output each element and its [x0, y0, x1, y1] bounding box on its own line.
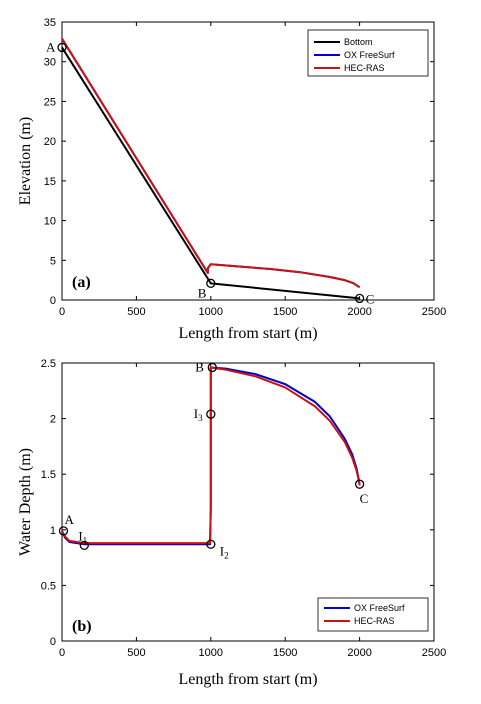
- series-lines-b: [61, 366, 361, 546]
- x-tick-label: 500: [127, 306, 145, 318]
- x-tick-label: 2000: [347, 306, 371, 318]
- series-line-bottom: [61, 46, 360, 300]
- point-label-a: A: [46, 39, 56, 54]
- point-markers-b: A I1 I2 I3 B C: [58, 359, 369, 560]
- y-tick-label: 1.5: [41, 469, 56, 481]
- panel-label-a: (a): [72, 274, 91, 291]
- point-marker-i3: [206, 409, 216, 419]
- y-axis-label-a: Elevation (m): [17, 117, 34, 205]
- legend-label-hecras-a: HEC-RAS: [344, 63, 385, 73]
- y-axis-label-b: Water Depth (m): [17, 448, 34, 556]
- y-tick-label: 5: [50, 255, 56, 267]
- point-label-i1: I1: [78, 528, 87, 545]
- legend-label-hecras-b: HEC-RAS: [354, 616, 395, 626]
- x-tick-label: 1000: [199, 306, 223, 318]
- y-tick-label: 0.5: [41, 580, 56, 592]
- y-tick-label: 15: [44, 176, 56, 188]
- legend-box-b: [317, 597, 429, 632]
- y-tick-label: 25: [44, 96, 56, 108]
- y-tick-label: 20: [44, 136, 56, 148]
- legend-label-oxfreesurf-a: OX FreeSurf: [344, 50, 395, 60]
- point-marker-a: [57, 42, 67, 53]
- x-tick-label: 2500: [422, 647, 446, 659]
- y-tick-label: 35: [44, 17, 56, 29]
- point-label-i3: I3: [194, 406, 203, 423]
- y-tick-label: 0: [50, 636, 56, 648]
- point-marker-b: [207, 362, 217, 373]
- point-label-b: B: [195, 359, 204, 374]
- point-label-c: C: [360, 491, 369, 506]
- x-tick-label: 2500: [422, 306, 446, 318]
- point-label-c: C: [366, 291, 375, 306]
- chart-panel-b: 0 500 1000 1500 2000 2500 0 0.5 1 1.5 2 2.5 A I1 I2 I…: [17, 358, 446, 688]
- point-markers-a: A B C: [46, 39, 374, 306]
- point-label-a: A: [64, 512, 74, 527]
- x-tick-labels-a: 0 500 1000 1500 2000 2500: [59, 22, 446, 318]
- plot-frame-b: [61, 362, 435, 642]
- y-tick-labels-a: 0 5 10 15 20 25 30 35: [44, 17, 434, 307]
- legend-a: Bottom OX FreeSurf HEC-RAS: [307, 29, 429, 77]
- x-axis-label-b: Length from start (m): [178, 671, 317, 688]
- y-tick-label: 30: [44, 57, 56, 69]
- legend-label-oxfreesurf-b: OX FreeSurf: [354, 603, 405, 613]
- y-tick-label: 1: [50, 525, 56, 537]
- x-tick-label: 2000: [347, 647, 371, 659]
- x-tick-label: 1500: [273, 306, 297, 318]
- legend-b: OX FreeSurf HEC-RAS: [317, 597, 429, 632]
- y-tick-label: 2.5: [41, 358, 56, 370]
- point-marker-c: [354, 479, 365, 489]
- series-line-hec-ras: [61, 38, 361, 289]
- y-tick-label: 2: [50, 414, 56, 426]
- x-tick-label: 0: [59, 306, 65, 318]
- point-marker-c: [354, 293, 365, 304]
- point-marker-a: [58, 526, 69, 536]
- point-label-b: B: [198, 285, 207, 300]
- y-tick-label: 0: [50, 295, 56, 307]
- point-label-i2: I2: [220, 543, 229, 560]
- plot-frame-a: [61, 21, 435, 301]
- point-marker-b: [206, 278, 216, 288]
- x-axis-label-a: Length from start (m): [178, 325, 317, 342]
- legend-label-bottom: Bottom: [344, 37, 373, 47]
- y-tick-labels-b: 0 0.5 1 1.5 2 2.5: [41, 358, 434, 648]
- series-line-hec-ras: [61, 366, 361, 545]
- point-marker-i1: [79, 540, 89, 551]
- panel-label-b: (b): [72, 618, 92, 635]
- x-tick-label: 500: [127, 647, 145, 659]
- series-lines-a: [61, 38, 361, 300]
- x-tick-labels-b: 0 500 1000 1500 2000 2500: [59, 363, 446, 659]
- point-marker-i2: [206, 539, 216, 549]
- x-tick-label: 1000: [199, 647, 223, 659]
- y-tick-label: 10: [44, 216, 56, 228]
- x-tick-label: 0: [59, 647, 65, 659]
- x-tick-label: 1500: [273, 647, 297, 659]
